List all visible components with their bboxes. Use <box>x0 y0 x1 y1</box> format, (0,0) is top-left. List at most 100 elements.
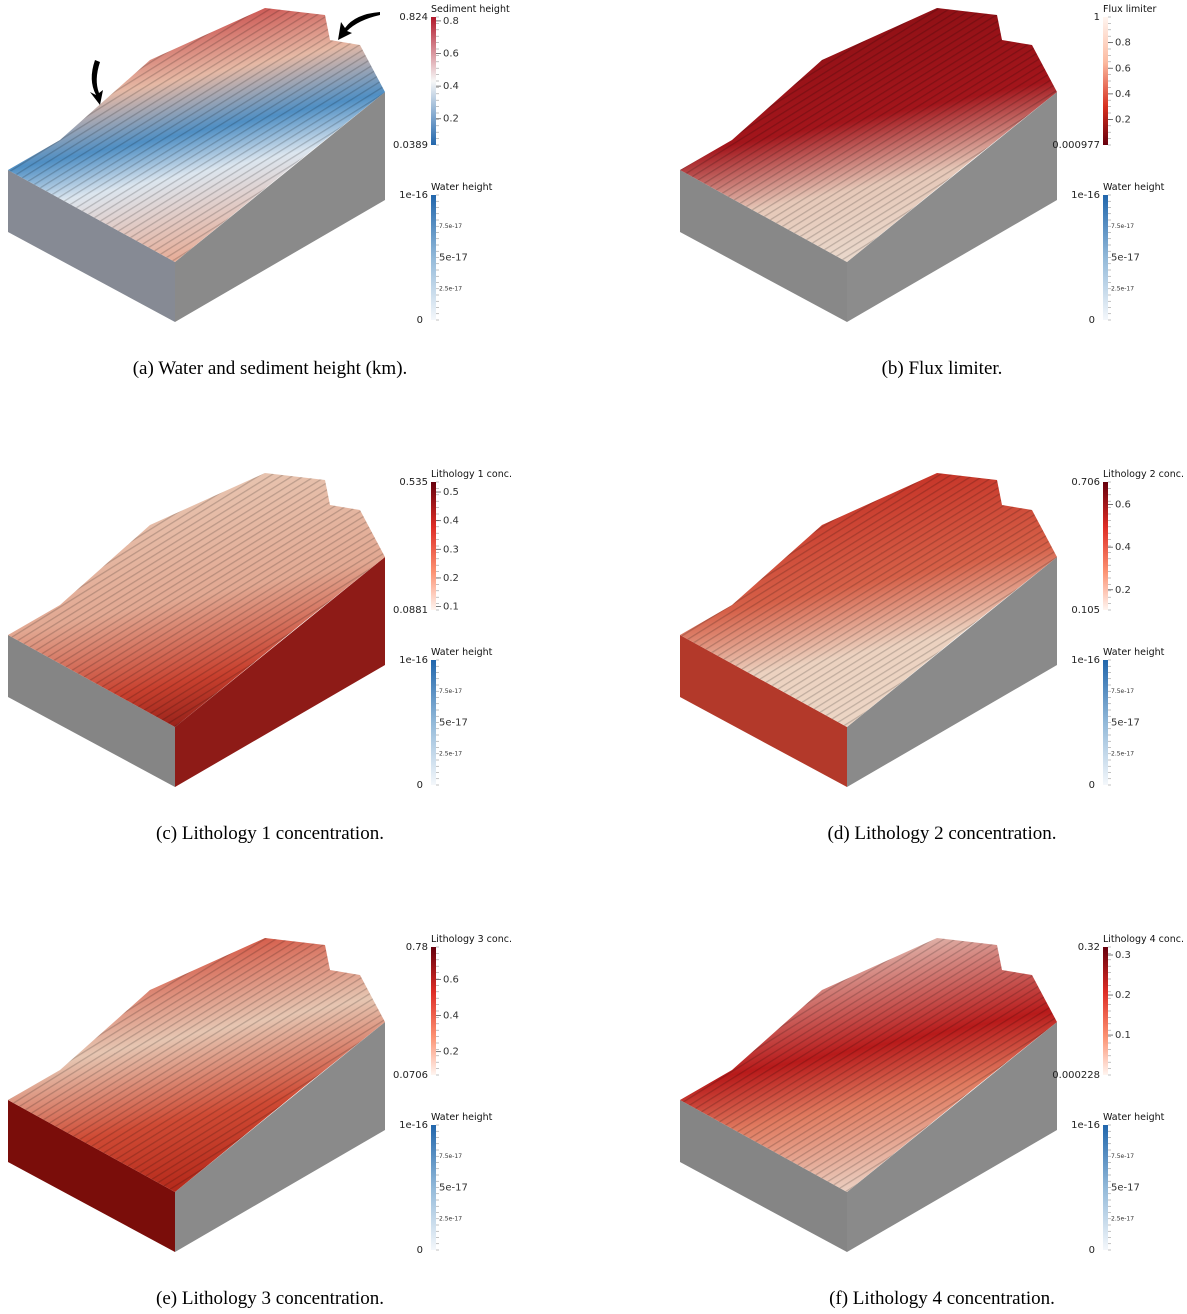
colorbar-tick-label: 0.2 <box>1115 585 1131 596</box>
colorbar-tick-label: 0.1 <box>443 602 459 613</box>
water-title: Water height <box>431 1112 493 1123</box>
colorbar <box>1103 17 1108 145</box>
water-colorbar <box>1103 660 1108 785</box>
colorbar <box>1103 947 1108 1075</box>
colorbar-tick-label: 0.8 <box>1115 38 1131 49</box>
water-tick-label: 7.5e-17 <box>439 688 462 695</box>
water-tick-label: 2.5e-17 <box>439 285 462 292</box>
water-tick-label: 5e-17 <box>1111 253 1140 264</box>
water-max: 1e-16 <box>399 1120 428 1131</box>
colorbar-tick-label: 0.3 <box>443 544 459 555</box>
colorbar-title: Lithology 1 conc. <box>431 469 512 480</box>
colorbar-tick-label: 0.2 <box>1115 990 1131 1001</box>
water-min: 0 <box>1089 315 1095 326</box>
colorbar-tick-label: 0.6 <box>443 49 459 60</box>
water-colorbar <box>1103 1125 1108 1250</box>
colorbar-tick-label: 0.5 <box>443 487 459 498</box>
water-title: Water height <box>431 647 493 658</box>
water-colorbar <box>431 660 436 785</box>
colorbar-tick-label: 0.6 <box>443 974 459 985</box>
colorbar-min: 0.0706 <box>393 1070 428 1081</box>
block-left-face <box>680 635 847 787</box>
water-tick-label: 2.5e-17 <box>1111 285 1134 292</box>
panel: Lithology 3 conc.0.78 0.0706 0.6 0.4 0.2 Wate… <box>8 934 512 1309</box>
block-left-face <box>8 1100 175 1252</box>
water-tick-label: 2.5e-17 <box>1111 1215 1134 1222</box>
block-right-face <box>847 557 1057 787</box>
colorbar-tick-label: 0.4 <box>443 516 459 527</box>
colorbar-max: 0.706 <box>1071 477 1100 488</box>
colorbar-max: 0.78 <box>406 942 428 953</box>
colorbar-max: 0.535 <box>399 477 428 488</box>
water-min: 0 <box>1089 780 1095 791</box>
arrow <box>90 60 103 105</box>
block-left-face <box>680 1100 847 1252</box>
colorbar-min: 0.000228 <box>1052 1070 1100 1081</box>
water-tick-label: 7.5e-17 <box>1111 688 1134 695</box>
water-title: Water height <box>1103 182 1165 193</box>
water-tick-label: 5e-17 <box>439 253 468 264</box>
water-tick-label: 5e-17 <box>439 1183 468 1194</box>
surface-texture <box>680 938 1057 1192</box>
colorbar <box>431 947 436 1075</box>
block-right-face <box>175 557 385 787</box>
colorbar-tick-label: 0.6 <box>1115 63 1131 74</box>
water-tick-label: 7.5e-17 <box>439 1153 462 1160</box>
caption: (c) Lithology 1 concentration. <box>156 823 384 844</box>
colorbar-tick-label: 0.6 <box>1115 500 1131 511</box>
block-left-face <box>8 635 175 787</box>
water-tick-label: 2.5e-17 <box>439 750 462 757</box>
panel: Lithology 1 conc.0.535 0.0881 0.5 0.4 0.3 0.2… <box>8 469 512 844</box>
colorbar-tick-label: 0.2 <box>443 573 459 584</box>
colorbar-max: 0.32 <box>1078 942 1100 953</box>
colorbar <box>431 482 436 610</box>
surface-texture <box>680 473 1057 727</box>
water-tick-label: 2.5e-17 <box>439 1215 462 1222</box>
colorbar-tick-label: 0.2 <box>1115 115 1131 126</box>
surface-texture <box>8 473 385 727</box>
water-tick-label: 7.5e-17 <box>1111 1153 1134 1160</box>
caption: (a) Water and sediment height (km). <box>133 358 408 379</box>
water-tick-label: 7.5e-17 <box>439 223 462 230</box>
colorbar-max: 1 <box>1094 12 1100 23</box>
surface-texture <box>8 938 385 1192</box>
water-colorbar <box>1103 195 1108 320</box>
caption: (d) Lithology 2 concentration. <box>828 823 1057 844</box>
colorbar-tick-label: 0.4 <box>1115 89 1131 100</box>
colorbar <box>1103 482 1108 610</box>
panel: Lithology 2 conc.0.706 0.105 0.6 0.4 0.2 Wate… <box>680 469 1184 844</box>
block-right-face <box>847 1022 1057 1252</box>
colorbar-tick-label: 0.2 <box>443 1047 459 1058</box>
colorbar-min: 0.0881 <box>393 605 428 616</box>
block-right-face <box>175 92 385 322</box>
water-colorbar <box>431 195 436 320</box>
panel: Lithology 4 conc.0.32 0.000228 0.3 0.2 0.1 Wa… <box>680 934 1184 1309</box>
water-tick-label: 7.5e-17 <box>1111 223 1134 230</box>
water-max: 1e-16 <box>399 190 428 201</box>
surface-texture <box>680 8 1057 262</box>
colorbar-title: Lithology 2 conc. <box>1103 469 1184 480</box>
arrow <box>338 12 380 40</box>
colorbar-tick-label: 0.1 <box>1115 1030 1131 1041</box>
water-min: 0 <box>417 315 423 326</box>
water-max: 1e-16 <box>1071 655 1100 666</box>
water-title: Water height <box>1103 647 1165 658</box>
colorbar-min: 0.000977 <box>1052 140 1100 151</box>
water-max: 1e-16 <box>1071 1120 1100 1131</box>
water-tick-label: 5e-17 <box>439 718 468 729</box>
water-tick-label: 5e-17 <box>1111 718 1140 729</box>
water-tick-label: 2.5e-17 <box>1111 750 1134 757</box>
water-tick-label: 5e-17 <box>1111 1183 1140 1194</box>
water-min: 0 <box>1089 1245 1095 1256</box>
colorbar-title: Lithology 3 conc. <box>431 934 512 945</box>
block-left-face <box>680 170 847 322</box>
block-right-face <box>847 92 1057 322</box>
colorbar-tick-label: 0.4 <box>443 1011 459 1022</box>
colorbar <box>431 17 436 145</box>
block-left-face <box>8 170 175 322</box>
caption: (b) Flux limiter. <box>882 358 1003 379</box>
colorbar-tick-label: 0.3 <box>1115 950 1131 961</box>
